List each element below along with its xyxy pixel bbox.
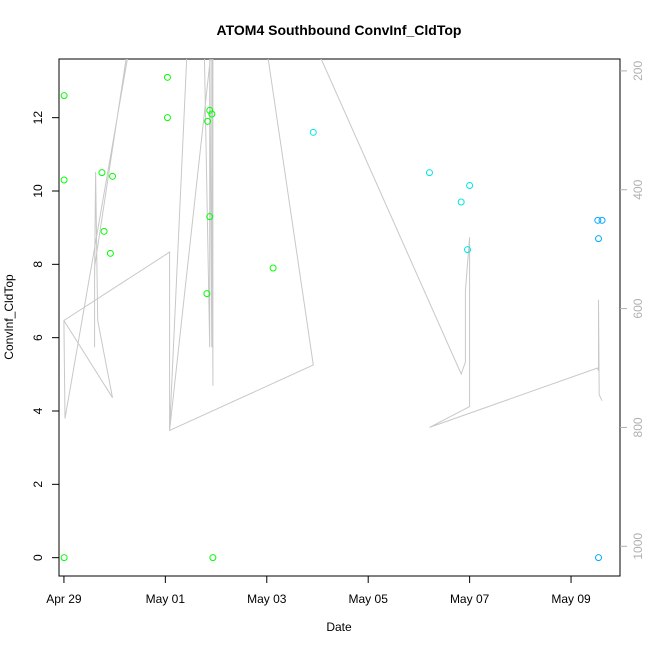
- x-tick-label: May 05: [349, 592, 389, 606]
- y-right-tick-label: 600: [631, 298, 645, 318]
- data-point: [464, 246, 472, 254]
- line-layer: [63, 59, 603, 432]
- data-point: [457, 198, 465, 206]
- plot-frame: [58, 58, 621, 577]
- data-point: [106, 249, 114, 257]
- y-tick-label: 12: [31, 111, 45, 125]
- points-layer: [60, 73, 606, 562]
- data-point: [163, 73, 171, 81]
- data-point: [595, 235, 603, 243]
- y-tick-label: 6: [31, 334, 45, 341]
- data-point: [598, 216, 606, 224]
- y-right-tick-label: 400: [631, 179, 645, 199]
- data-point: [60, 92, 68, 100]
- data-point: [425, 169, 433, 177]
- x-tick-label: May 01: [146, 592, 186, 606]
- data-point: [203, 290, 211, 298]
- y-tick-label: 10: [31, 184, 45, 198]
- x-axis: Apr 29 May 01 May 03 May 05 May 07 May 09: [46, 575, 591, 606]
- data-point: [98, 169, 106, 177]
- data-point: [309, 128, 317, 136]
- data-point: [204, 117, 212, 125]
- x-tick-label: May 03: [247, 592, 287, 606]
- data-point: [206, 106, 214, 114]
- x-tick-label: May 09: [551, 592, 591, 606]
- data-point: [594, 216, 602, 224]
- x-tick-label: Apr 29: [46, 592, 82, 606]
- y-right-tick-label: 1000: [631, 533, 645, 560]
- data-point: [206, 213, 214, 221]
- data-point: [60, 554, 68, 562]
- plot-area: [58, 58, 621, 577]
- data-point: [269, 264, 277, 272]
- data-point: [208, 110, 216, 118]
- y-tick-label: 0: [31, 554, 45, 561]
- data-point: [109, 172, 117, 180]
- data-point: [209, 554, 217, 562]
- data-point: [466, 182, 474, 189]
- data-point: [595, 554, 603, 562]
- data-point: [60, 176, 68, 184]
- data-point: [100, 227, 108, 235]
- chart-title: ATOM4 Southbound ConvInf_CldTop: [217, 22, 462, 38]
- x-axis-label: Date: [326, 620, 352, 634]
- y-right-tick-label: 800: [631, 417, 645, 437]
- altitude-line: [63, 59, 603, 432]
- data-point: [163, 114, 171, 122]
- y-axis-label: ConvInf_CldTop: [2, 274, 16, 360]
- x-tick-label: May 07: [450, 592, 490, 606]
- y-right-tick-label: 200: [631, 61, 645, 81]
- y-tick-label: 2: [31, 481, 45, 488]
- y-tick-label: 8: [31, 261, 45, 268]
- y-axis: 0 2 4 6 8 10 12: [31, 111, 60, 561]
- y-tick-label: 4: [31, 407, 45, 414]
- y-axis-right: 200 400 600 800 1000: [620, 61, 645, 560]
